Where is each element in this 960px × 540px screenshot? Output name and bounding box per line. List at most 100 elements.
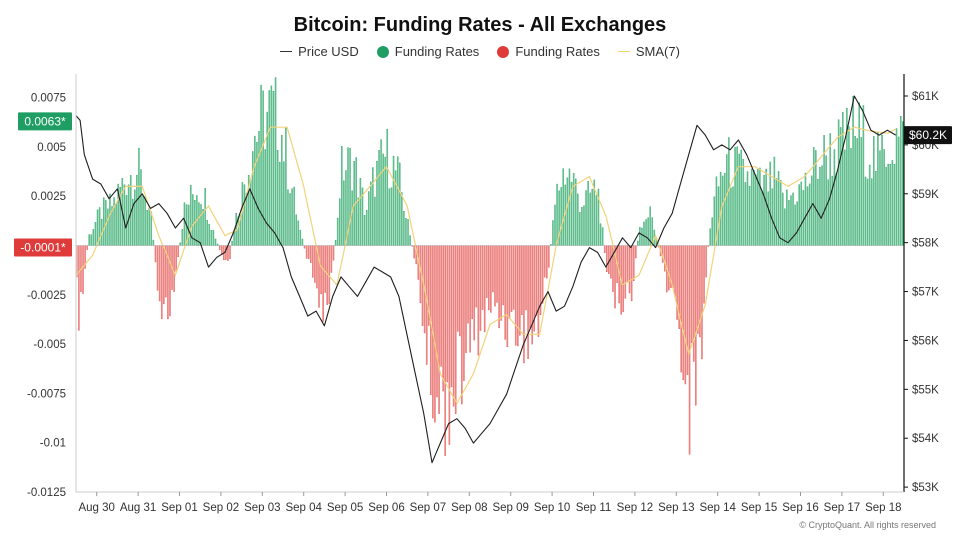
funding-bar-positive (717, 186, 720, 246)
x-tick-label: Sep 02 (203, 502, 239, 514)
funding-bar-positive (281, 135, 283, 246)
funding-bar-positive (806, 186, 809, 246)
funding-bar-negative (169, 245, 171, 317)
funding-bar-positive (862, 105, 865, 246)
funding-bar-positive (827, 179, 829, 246)
funding-bar-positive (378, 150, 380, 246)
x-tick-label: Sep 18 (865, 502, 901, 514)
funding-bar-positive (711, 217, 714, 246)
funding-bar-negative (546, 245, 548, 279)
x-tick-label: Sep 05 (327, 502, 363, 514)
funding-bar-positive (823, 135, 825, 246)
funding-bar-positive (804, 172, 807, 246)
left-tick-label: 0.0075 (31, 93, 66, 105)
funding-bar-positive (341, 146, 343, 246)
funding-bar-negative (326, 245, 329, 305)
x-axis-ticks: Aug 30 Aug 31 Sep 01 Sep 02 Sep 03 Sep 04 Sep … (78, 492, 902, 514)
funding-bar-negative (686, 245, 689, 375)
funding-bar-positive (351, 190, 353, 246)
funding-bar-positive (339, 198, 341, 246)
funding-bar-positive (336, 217, 339, 246)
legend-item-funding-positive[interactable]: Funding Rates (376, 44, 479, 59)
funding-bar-positive (359, 178, 362, 246)
funding-bar-negative (461, 245, 463, 405)
funding-bar-positive (893, 163, 896, 246)
funding-bar-positive (113, 197, 115, 246)
funding-bar-positive (781, 192, 784, 246)
funding-bar-positive (726, 154, 728, 246)
funding-bar-negative (175, 245, 177, 272)
right-tick-label: $58K (912, 238, 939, 250)
funding-bar-positive (734, 147, 736, 246)
funding-bar-positive (287, 189, 289, 246)
funding-bar-positive (109, 193, 111, 246)
funding-bar-negative (626, 245, 629, 283)
funding-bar-positive (285, 127, 287, 246)
funding-bar-positive (763, 175, 765, 246)
funding-bar-negative (672, 245, 674, 288)
right-tick-label: $55K (912, 384, 939, 396)
funding-bar-positive (401, 192, 403, 246)
funding-bar-negative (663, 245, 666, 272)
funding-bar-negative (500, 245, 502, 321)
funding-bar-positive (732, 186, 734, 246)
funding-bar-positive (291, 188, 293, 246)
price-badge-box (904, 126, 952, 145)
funding-bar-positive (295, 214, 297, 246)
funding-bar-positive (740, 149, 743, 246)
funding-bar-positive (278, 161, 281, 246)
copyright-text: © CryptoQuant. All rights reserved (799, 520, 936, 530)
funding-bar-positive (585, 190, 587, 246)
funding-bar-positive (262, 90, 264, 246)
funding-bar-negative (684, 245, 687, 385)
funding-bar-positive (897, 136, 900, 246)
x-tick-label: Sep 09 (492, 502, 528, 514)
funding-bar-negative (498, 245, 500, 329)
funding-bar-positive (796, 201, 798, 246)
legend-item-sma[interactable]: SMA(7) (617, 44, 680, 59)
funding-bar-negative (603, 245, 606, 253)
funding-bar-negative (492, 245, 494, 293)
funding-bar-positive (208, 223, 211, 246)
legend-item-funding-negative[interactable]: Funding Rates (497, 44, 600, 59)
funding-bar-negative (624, 245, 627, 299)
funding-bar-positive (850, 148, 852, 246)
funding-bar-negative (479, 245, 482, 331)
funding-bar-negative (163, 245, 165, 305)
funding-bar-positive (835, 173, 838, 246)
funding-bar-negative (454, 245, 457, 414)
legend-item-price[interactable]: Price USD (280, 44, 359, 59)
funding-bar-positive (560, 187, 562, 246)
legend-label-price: Price USD (298, 44, 359, 59)
x-tick-label: Sep 17 (824, 502, 860, 514)
right-tick-label: $56K (912, 335, 939, 347)
funding-bar-positive (554, 204, 556, 246)
funding-bar-positive (858, 102, 861, 246)
funding-bar-positive (895, 128, 898, 246)
funding-bar-positive (258, 131, 260, 246)
funding-bar-positive (848, 126, 850, 246)
funding-bar-positive (260, 84, 262, 246)
funding-bar-positive (146, 210, 148, 246)
funding-positive-badge-box (18, 112, 72, 131)
funding-bar-positive (374, 196, 376, 246)
funding-bar-positive (788, 199, 790, 246)
funding-bar-negative (543, 245, 546, 278)
funding-bar-positive (891, 160, 894, 246)
funding-bar-positive (134, 189, 136, 246)
funding-bar-positive (864, 176, 867, 246)
funding-bar-positive (372, 167, 374, 246)
funding-bar-positive (123, 184, 126, 246)
funding-bar-positive (283, 161, 285, 246)
funding-bar-positive (844, 149, 846, 246)
x-tick-label: Sep 10 (534, 502, 570, 514)
funding-bar-negative (483, 245, 486, 333)
funding-bar-negative (485, 245, 488, 298)
funding-bar-positive (587, 181, 589, 246)
funding-bar-negative (701, 245, 703, 360)
funding-bar-positive (786, 189, 788, 246)
funding-bar-positive (798, 184, 800, 246)
funding-bar-positive (140, 169, 142, 246)
funding-bar-negative (160, 245, 163, 320)
funding-bar-negative (610, 245, 612, 279)
